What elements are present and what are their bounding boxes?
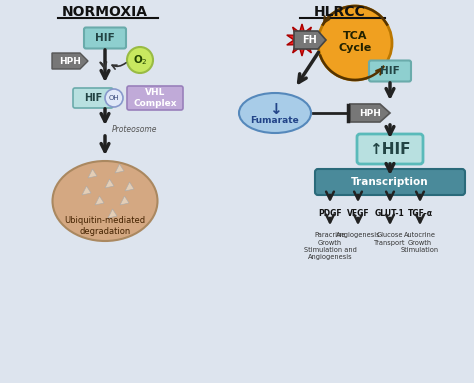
- Polygon shape: [52, 53, 88, 69]
- Polygon shape: [105, 179, 114, 188]
- Polygon shape: [82, 186, 91, 195]
- Text: TCA
Cycle: TCA Cycle: [338, 31, 372, 53]
- Text: TGF-α: TGF-α: [408, 209, 432, 218]
- Polygon shape: [294, 31, 326, 49]
- Text: ↑HIF: ↑HIF: [369, 141, 411, 157]
- FancyBboxPatch shape: [315, 169, 465, 195]
- Text: Fumarate: Fumarate: [251, 116, 300, 124]
- Text: NORMOXIA: NORMOXIA: [62, 5, 148, 19]
- Circle shape: [127, 47, 153, 73]
- Text: Proteosome: Proteosome: [112, 124, 158, 134]
- Text: HIF: HIF: [84, 93, 102, 103]
- Text: HIF: HIF: [380, 66, 400, 76]
- FancyBboxPatch shape: [73, 88, 113, 108]
- Circle shape: [318, 6, 392, 80]
- Text: Glucose
Transport: Glucose Transport: [374, 232, 406, 246]
- FancyBboxPatch shape: [127, 86, 183, 110]
- FancyBboxPatch shape: [357, 134, 423, 164]
- Text: HIF: HIF: [95, 33, 115, 43]
- Circle shape: [105, 89, 123, 107]
- Polygon shape: [108, 209, 117, 218]
- Text: VHL
Complex: VHL Complex: [133, 88, 177, 108]
- Polygon shape: [115, 164, 124, 173]
- Polygon shape: [287, 24, 317, 56]
- Text: OH: OH: [109, 95, 119, 101]
- Polygon shape: [125, 182, 134, 191]
- FancyBboxPatch shape: [84, 28, 126, 49]
- Ellipse shape: [53, 161, 157, 241]
- Text: Angiogenesis: Angiogenesis: [336, 232, 380, 238]
- Text: PDGF: PDGF: [318, 209, 342, 218]
- Text: O$_2$: O$_2$: [133, 53, 147, 67]
- Text: FH: FH: [302, 35, 318, 45]
- FancyBboxPatch shape: [369, 61, 411, 82]
- Text: HLRCC: HLRCC: [314, 5, 366, 19]
- Polygon shape: [350, 104, 390, 122]
- Text: Autocrine
Growth
Stimulation: Autocrine Growth Stimulation: [401, 232, 439, 253]
- Ellipse shape: [239, 93, 311, 133]
- Polygon shape: [88, 169, 97, 178]
- Text: ↓: ↓: [269, 101, 282, 116]
- Text: HPH: HPH: [59, 57, 81, 65]
- Text: HPH: HPH: [359, 108, 381, 118]
- Text: Ubiquitin-mediated
degradation: Ubiquitin-mediated degradation: [64, 216, 146, 236]
- Text: VEGF: VEGF: [346, 209, 369, 218]
- Polygon shape: [95, 196, 104, 205]
- Text: Paracrine
Growth
Stimulation and
Angiogenesis: Paracrine Growth Stimulation and Angioge…: [303, 232, 356, 260]
- Text: GLUT-1: GLUT-1: [375, 209, 405, 218]
- Polygon shape: [120, 196, 129, 205]
- Text: Transcription: Transcription: [351, 177, 429, 187]
